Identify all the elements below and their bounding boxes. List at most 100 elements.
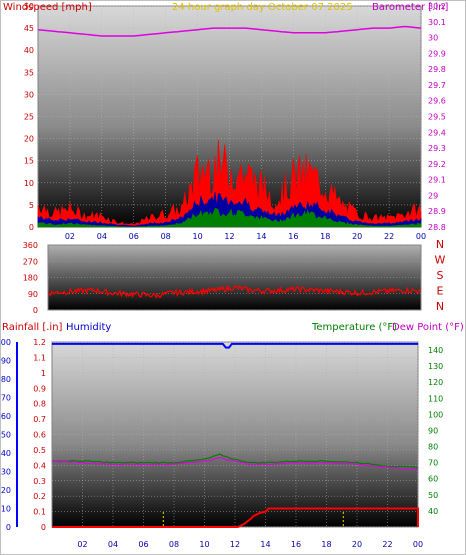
- humidity-tick-label: 10: [1, 505, 11, 514]
- hour-tick-label: 20: [352, 540, 362, 549]
- hour-tick-label: 00: [413, 540, 423, 549]
- temperature-tick-label: 110: [428, 394, 443, 403]
- barometer-line: [37, 25, 422, 37]
- barometer-tick-label: 29.3: [428, 144, 446, 153]
- hour-tick-label: 10: [199, 540, 209, 549]
- hour-tick-label: 14: [260, 540, 270, 549]
- temperature-tick-label: 40: [428, 507, 438, 516]
- dewpoint-axis-label: Dew Point (°F): [392, 322, 464, 333]
- wind-left-ticks: 0 5 10 15 20 25 30 35 40 45 50: [24, 2, 34, 232]
- rainfall-tick-label: 0.7: [33, 415, 46, 424]
- rainfall-tick-label: 0.4: [33, 461, 46, 470]
- barometer-tick-label: 30.2: [428, 2, 446, 11]
- humidity-tick-label: 50: [1, 431, 11, 440]
- wind-tick-label: 40: [24, 46, 34, 55]
- rainfall-tick-label: 0.1: [33, 508, 46, 517]
- barometer-tick-label: 29.2: [428, 160, 446, 169]
- hour-tick-label: 22: [382, 540, 392, 549]
- humidity-tick-label: 20: [1, 486, 11, 495]
- dewpoint-line: [51, 456, 419, 470]
- barometer-tick-label: 28.8: [428, 223, 446, 232]
- direction-series: [47, 284, 422, 300]
- wind-x-ticks: 02 04 06 08 10 12 14 16 18 20 22 00: [65, 232, 426, 241]
- barometer-right-ticks: 28.8 28.9 29 29.1 29.2 29.3 29.4 29.5 29.6 29.7 29…: [428, 2, 446, 232]
- rainfall-tick-label: 0.9: [33, 384, 46, 393]
- hour-tick-label: 12: [224, 232, 234, 241]
- barometer-tick-label: 29.1: [428, 176, 446, 185]
- hour-tick-label: 08: [169, 540, 179, 549]
- wind-axis-label: Windspeed [mph]: [3, 2, 92, 13]
- temperature-tick-label: 140: [428, 346, 443, 355]
- wind-tick-label: 50: [24, 2, 34, 11]
- temperature-line: [51, 453, 419, 469]
- humidity-tick-label: 70: [1, 394, 11, 403]
- wind-tick-label: 0: [29, 223, 34, 232]
- compass-label: W: [435, 254, 446, 267]
- hour-tick-label: 16: [288, 232, 298, 241]
- wind-tick-label: 35: [24, 68, 34, 77]
- barometer-tick-label: 29.7: [428, 81, 446, 90]
- direction-tick-label: 360: [23, 241, 38, 250]
- humidity-tick-label: 80: [1, 375, 11, 384]
- hour-tick-label: 08: [161, 232, 171, 241]
- temp-x-ticks: 02 04 06 08 10 12 14 16 18 20 22 00: [77, 540, 423, 549]
- temperature-tick-label: 50: [428, 491, 438, 500]
- barometer-tick-label: 29.9: [428, 49, 446, 58]
- barometer-tick-label: 29.6: [428, 97, 446, 106]
- hour-tick-label: 00: [416, 232, 426, 241]
- rainfall-tick-label: 1.2: [33, 338, 46, 347]
- barometer-tick-label: 28.9: [428, 207, 446, 216]
- hour-tick-label: 18: [321, 540, 331, 549]
- temperature-axis-label: Temperature (°F): [311, 322, 397, 333]
- temp-humidity-panel: 0 0.1 0.2 0.3 0.4 0.5 0.6 0.7 0.8 0.9 1 1.1 1.2 0 10 2…: [0, 322, 464, 549]
- temperature-tick-label: 60: [428, 475, 438, 484]
- rainfall-axis-label: Rainfall [.in]: [2, 322, 63, 333]
- rainfall-line: [52, 507, 419, 528]
- wind-gust-area: [37, 139, 422, 228]
- graph-title: 24 hour graph day October 07 2025: [172, 2, 353, 13]
- compass-label: S: [437, 269, 444, 282]
- wind-tick-label: 15: [24, 157, 34, 166]
- temperature-tick-label: 120: [428, 378, 443, 387]
- temp-series: [51, 342, 419, 528]
- rainfall-ticks: 0 0.1 0.2 0.3 0.4 0.5 0.6 0.7 0.8 0.9 1 1.1 1.2: [33, 338, 46, 532]
- wind-tick-label: 45: [24, 24, 34, 33]
- direction-tick-label: 270: [23, 257, 38, 266]
- humidity-tick-label: 100: [0, 338, 11, 347]
- barometer-tick-label: 29: [428, 191, 438, 200]
- humidity-line: [52, 342, 418, 349]
- barometer-tick-label: 29.5: [428, 113, 446, 122]
- wind-tick-label: 20: [24, 135, 34, 144]
- humidity-tick-label: 60: [1, 412, 11, 421]
- barometer-tick-label: 30.1: [428, 18, 446, 27]
- wind-tick-label: 30: [24, 90, 34, 99]
- temperature-tick-label: 70: [428, 459, 438, 468]
- barometer-tick-label: 29.4: [428, 128, 446, 137]
- humidity-axis-label: Humidity: [66, 322, 111, 333]
- temperature-tick-label: 100: [428, 410, 443, 419]
- wind-series: [37, 25, 422, 228]
- direction-tick-label: 180: [23, 274, 38, 283]
- hour-tick-label: 06: [129, 232, 139, 241]
- rainfall-tick-label: 0.5: [33, 446, 46, 455]
- hour-tick-label: 14: [256, 232, 266, 241]
- temperature-tick-label: 80: [428, 443, 438, 452]
- hour-tick-label: 02: [77, 540, 87, 549]
- rainfall-tick-label: 0.6: [33, 431, 46, 440]
- direction-grid: [48, 244, 421, 311]
- barometer-tick-label: 29.8: [428, 65, 446, 74]
- compass-label: N: [436, 238, 444, 251]
- rainfall-tick-label: 0.3: [33, 477, 46, 486]
- rainfall-tick-label: 0.2: [33, 492, 46, 501]
- direction-tick-label: 0: [33, 306, 38, 315]
- wind-direction-line: [47, 284, 422, 300]
- wind-tick-label: 10: [24, 179, 34, 188]
- barometer-tick-label: 30: [428, 34, 438, 43]
- barometer-axis-label: Barometer [.in]: [372, 2, 448, 13]
- hour-tick-label: 12: [230, 540, 240, 549]
- hour-tick-label: 18: [320, 232, 330, 241]
- humidity-tick-label: 0: [6, 523, 11, 532]
